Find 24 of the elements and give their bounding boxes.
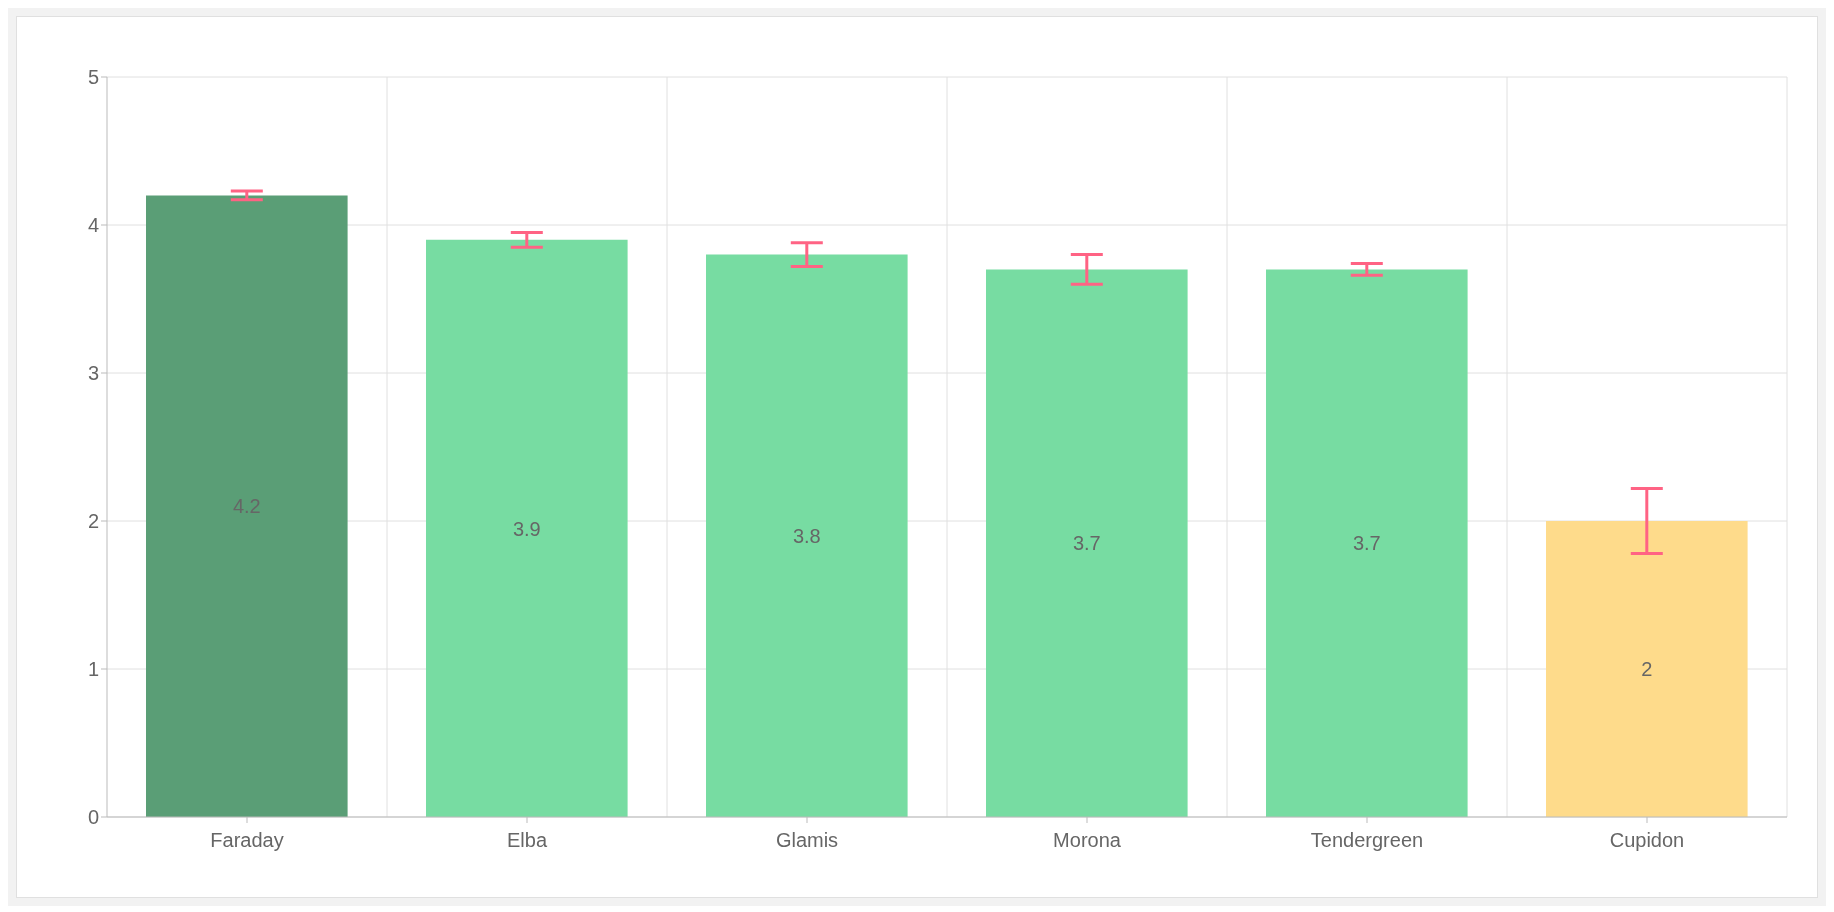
y-tick-label: 0 — [87, 806, 99, 829]
x-tick-label: Faraday — [210, 829, 284, 852]
data-label: 3.7 — [1072, 532, 1101, 555]
x-tick-label: Tendergreen — [1310, 829, 1424, 852]
y-tick-label: 1 — [87, 658, 99, 681]
data-label: 3.7 — [1352, 532, 1381, 555]
x-tick-label: Morona — [1053, 829, 1122, 852]
bar — [986, 269, 1188, 817]
bar — [146, 195, 348, 817]
data-label: 4.2 — [232, 495, 261, 518]
bar — [1266, 269, 1468, 817]
bar — [1546, 521, 1748, 817]
y-tick-label: 3 — [87, 362, 99, 385]
y-tick-label: 5 — [87, 66, 99, 89]
y-tick-label: 4 — [87, 214, 99, 237]
x-tick-label: Glamis — [775, 829, 839, 852]
data-label: 2 — [1641, 658, 1653, 681]
x-tick-label: Cupidon — [1609, 829, 1685, 852]
data-label: 3.9 — [512, 517, 541, 540]
data-label: 3.8 — [792, 524, 821, 547]
bar — [706, 254, 908, 817]
y-tick-label: 2 — [87, 510, 99, 533]
x-tick-label: Elba — [506, 829, 548, 852]
bar — [426, 239, 628, 817]
